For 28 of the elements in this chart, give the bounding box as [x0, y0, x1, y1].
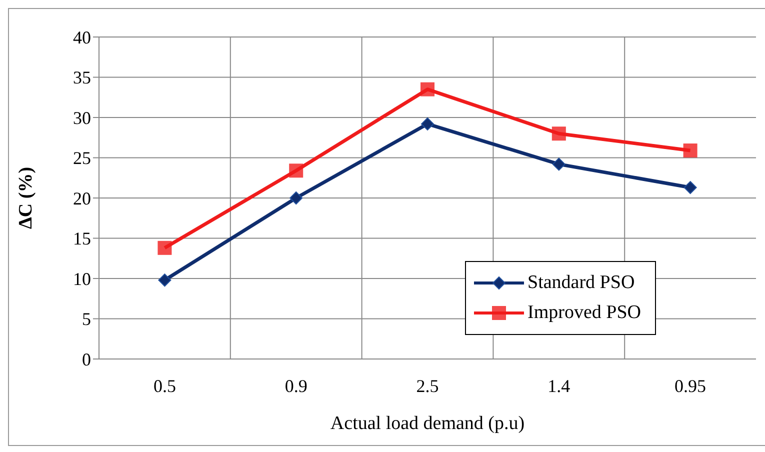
- y-axis-title: ΔC (%): [16, 166, 37, 230]
- point: [158, 240, 172, 255]
- x-tick-label: 0.9: [284, 376, 308, 396]
- point: [158, 274, 172, 287]
- x-tick-label: 1.4: [548, 376, 570, 396]
- y-tick-label: 20: [73, 188, 91, 208]
- legend-label: Standard PSO: [528, 272, 635, 294]
- point: [420, 82, 434, 96]
- x-tick-label: 2.5: [416, 376, 439, 396]
- y-tick-label: 35: [73, 68, 91, 88]
- point: [552, 126, 566, 141]
- point: [290, 192, 303, 204]
- y-tick-label: 40: [73, 27, 91, 48]
- point: [421, 117, 434, 130]
- y-tick-label: 5: [82, 309, 91, 330]
- y-tick-label: 30: [73, 108, 91, 128]
- point: [684, 181, 697, 194]
- y-tick-label: 10: [73, 268, 91, 289]
- y-tick-label: 0: [82, 349, 91, 370]
- x-tick-label: 0.95: [674, 376, 706, 396]
- point: [289, 164, 304, 178]
- point: [683, 144, 698, 158]
- y-tick-label: 25: [73, 148, 91, 168]
- point: [552, 158, 566, 171]
- legend-label: Improved PSO: [528, 302, 641, 324]
- x-tick-label: 0.5: [153, 376, 176, 396]
- y-tick-label: 15: [73, 228, 91, 249]
- x-axis-title: Actual load demand (p.u): [330, 413, 525, 434]
